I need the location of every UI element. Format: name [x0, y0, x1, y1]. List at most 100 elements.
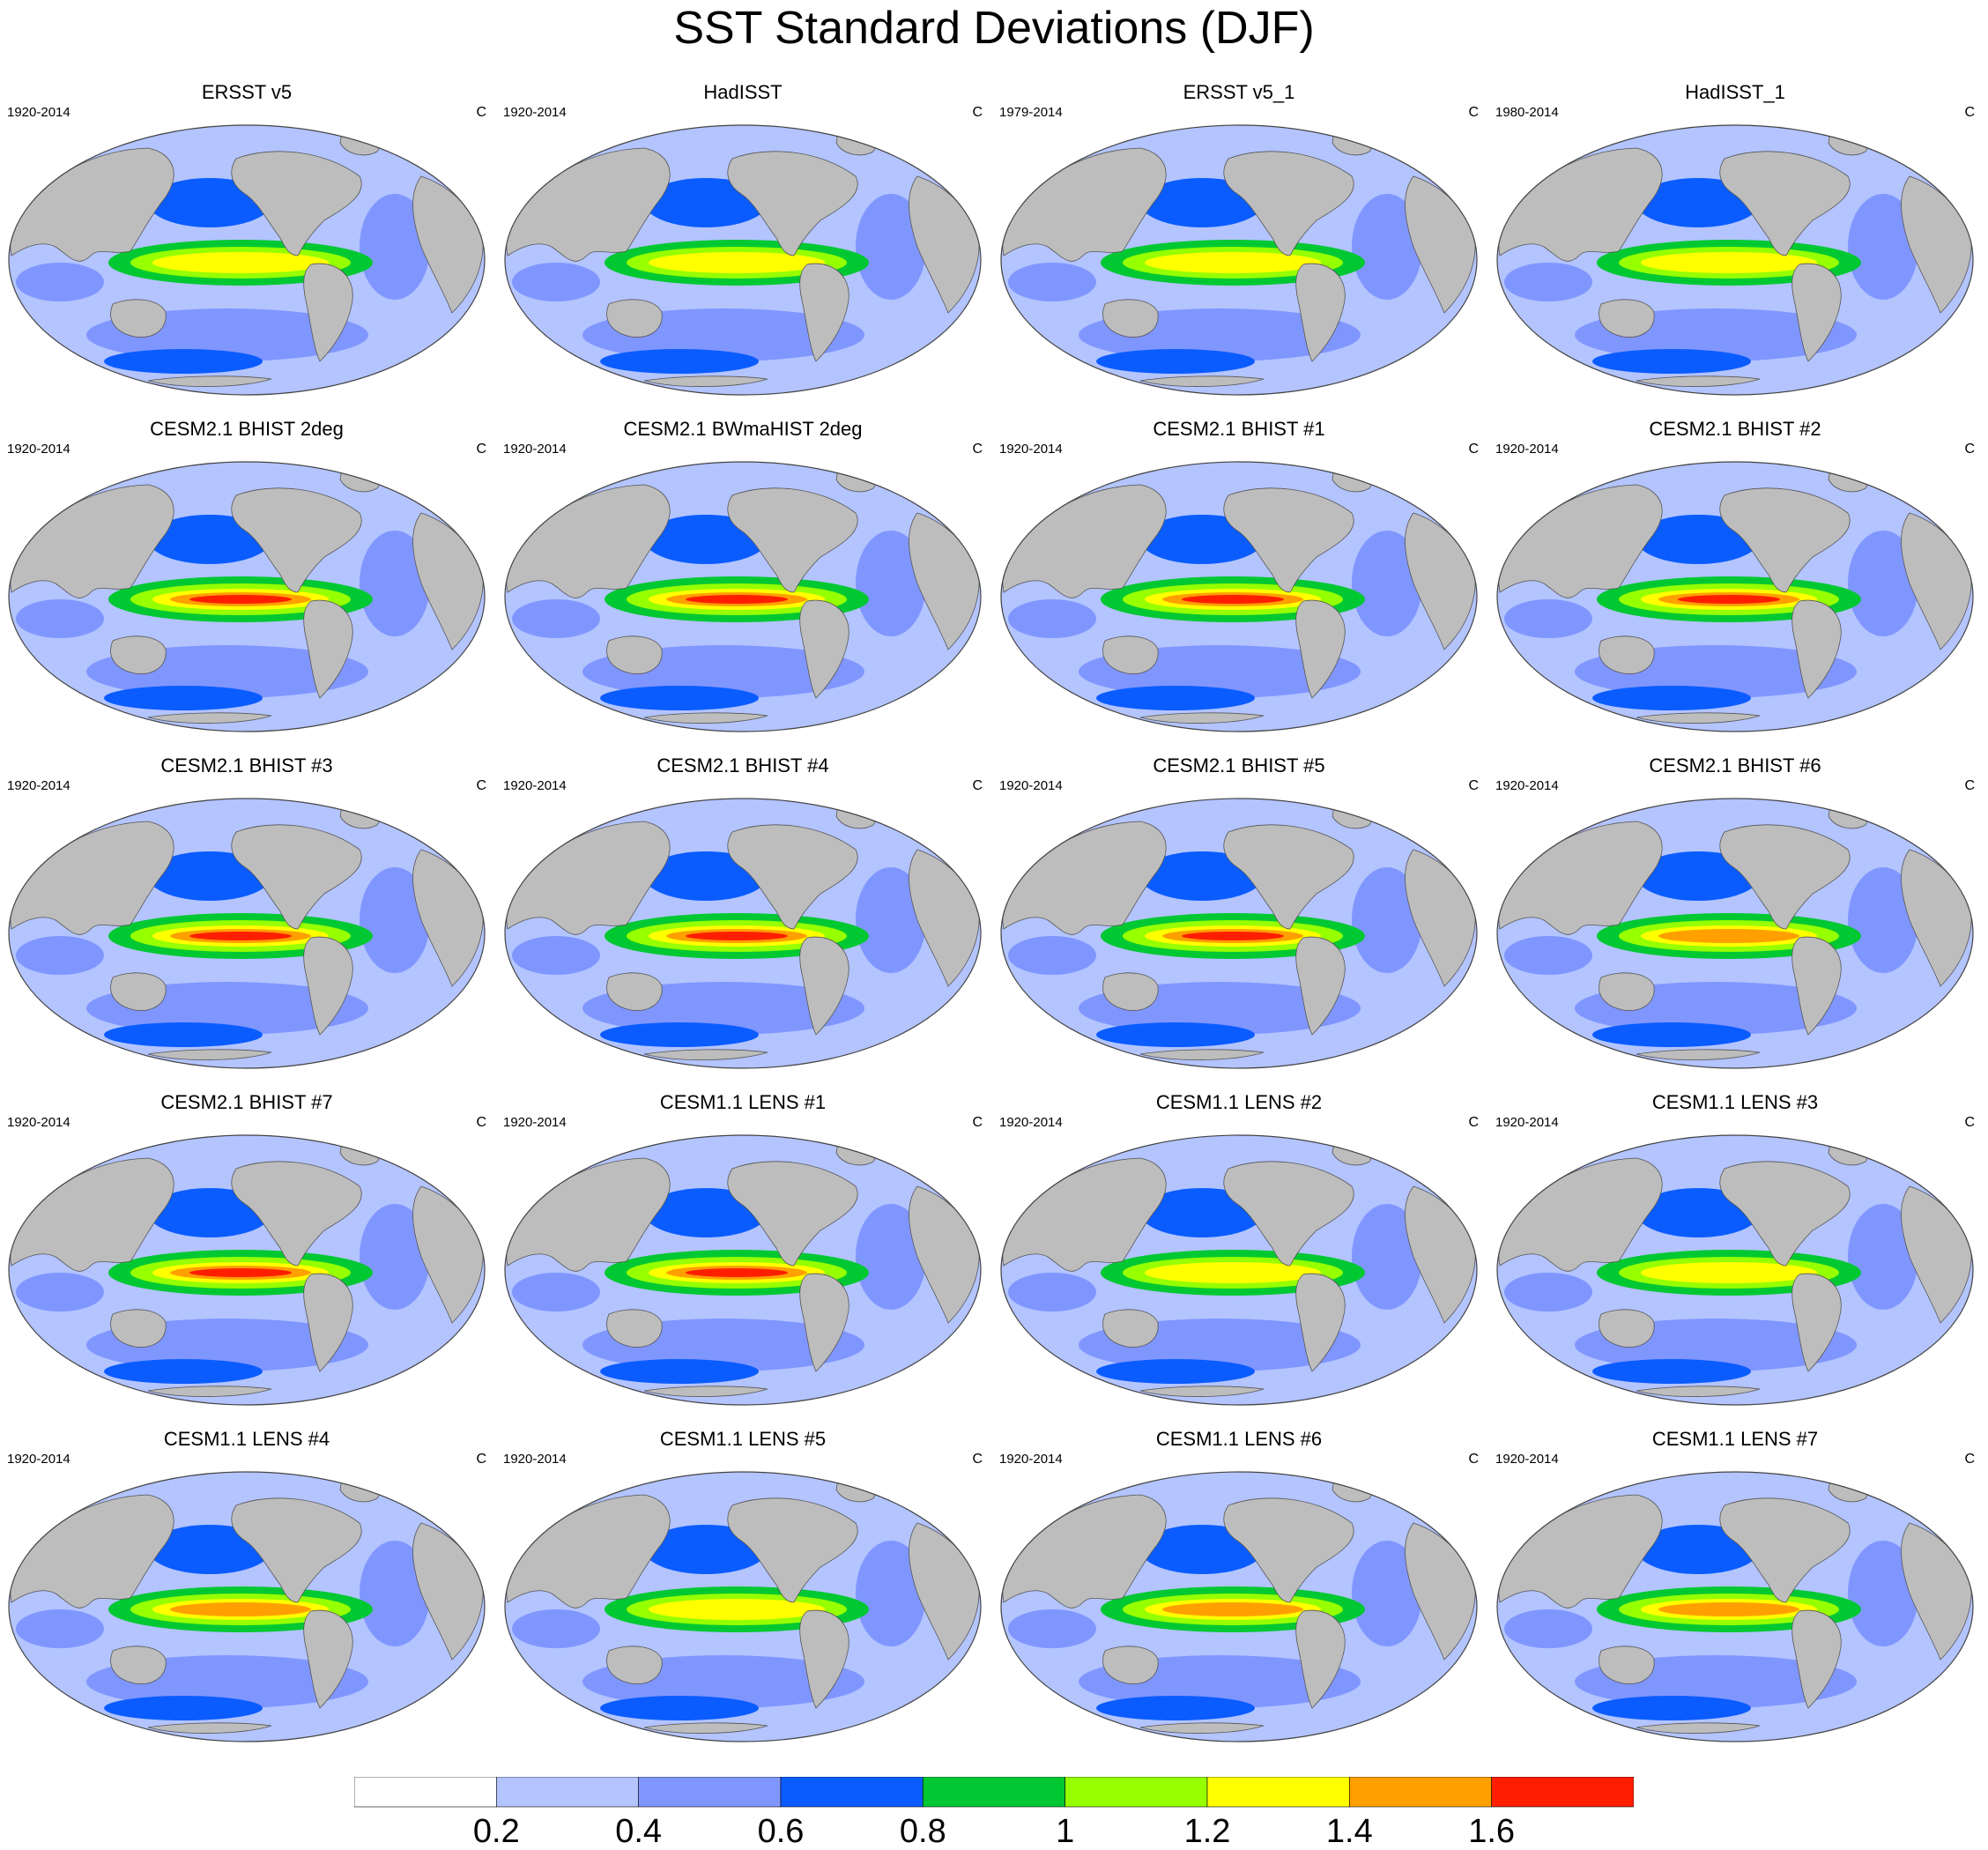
land-3 — [303, 936, 353, 1036]
land-5 — [643, 1722, 768, 1734]
southern-ocean-core — [1096, 686, 1255, 710]
world-map — [1000, 461, 1478, 732]
panel-years: 1920-2014 — [999, 778, 1063, 793]
map-panel: HadISST_1 1980-2014 C — [1488, 81, 1982, 407]
panel-units: C — [1468, 442, 1479, 457]
indian-ocean-band — [16, 263, 104, 301]
panel-title: CESM2.1 BHIST #6 — [1649, 754, 1821, 776]
land-1 — [606, 299, 663, 338]
map-outline — [8, 798, 486, 1069]
southern-ocean-core — [600, 1359, 759, 1384]
land-5 — [1139, 1722, 1265, 1734]
map-panel: CESM2.1 BHIST #2 1920-2014 C — [1488, 418, 1982, 744]
land-0 — [1002, 147, 1167, 262]
indian-ocean-band — [1504, 1609, 1592, 1648]
map-outline — [504, 124, 982, 396]
map-outline — [1000, 1134, 1478, 1406]
land-0 — [1002, 821, 1167, 935]
land-1 — [1102, 299, 1159, 338]
map-panel: CESM2.1 BWmaHIST 2deg 1920-2014 C — [496, 418, 990, 744]
land-3 — [799, 936, 849, 1036]
colorbar-tick-label: 0.6 — [757, 1813, 805, 1850]
land-3 — [1295, 263, 1346, 362]
land-0 — [10, 484, 174, 598]
world-map — [1496, 124, 1974, 396]
map-outline — [8, 1471, 486, 1742]
panel-title: CESM2.1 BHIST #3 — [160, 754, 333, 776]
world-map — [1496, 1471, 1974, 1742]
nino-contour-2 — [1641, 1262, 1817, 1283]
land-0 — [1498, 1494, 1663, 1609]
panel-years: 1920-2014 — [503, 105, 567, 120]
land-1 — [110, 972, 167, 1011]
panel-years: 1920-2014 — [999, 1115, 1063, 1130]
land-2 — [727, 1161, 858, 1267]
southern-ocean-core — [104, 1359, 263, 1384]
map-outline — [1496, 798, 1974, 1069]
panel-units: C — [972, 1115, 983, 1130]
land-2 — [231, 151, 362, 256]
land-0 — [1498, 147, 1663, 262]
land-1 — [1599, 972, 1655, 1011]
panel-years: 1980-2014 — [1495, 105, 1559, 120]
land-3 — [799, 599, 849, 699]
world-map — [1000, 1134, 1478, 1406]
atlantic-band — [1352, 531, 1422, 636]
land-3 — [303, 599, 353, 699]
land-0 — [506, 821, 671, 935]
atlantic-band — [856, 531, 926, 636]
atlantic-band — [1848, 1541, 1918, 1646]
atlantic-band — [856, 867, 926, 973]
world-map — [1000, 124, 1478, 396]
land-2 — [1719, 824, 1851, 930]
panel-units: C — [1964, 1115, 1975, 1130]
map-panel: CESM1.1 LENS #3 1920-2014 C — [1488, 1091, 1982, 1417]
land-0 — [506, 147, 671, 262]
map-panel: CESM2.1 BHIST #4 1920-2014 C — [496, 754, 990, 1081]
panel-title: CESM1.1 LENS #3 — [1651, 1091, 1819, 1113]
indian-ocean-band — [16, 1273, 104, 1311]
nino-contour-2 — [649, 1599, 825, 1620]
nino-contour-3 — [1658, 929, 1799, 943]
world-map — [8, 798, 486, 1069]
land-1 — [606, 1646, 663, 1684]
world-map — [504, 1134, 982, 1406]
panel-years: 1920-2014 — [999, 442, 1063, 457]
land-1 — [606, 1309, 663, 1348]
nino-contour-4 — [686, 932, 788, 940]
panel-units: C — [1468, 105, 1479, 120]
panel-units: C — [972, 105, 983, 120]
indian-ocean-band — [1008, 936, 1096, 975]
panel-years: 1920-2014 — [7, 1115, 70, 1130]
land-1 — [1102, 972, 1159, 1011]
panel-title: CESM2.1 BHIST #2 — [1649, 418, 1821, 440]
map-outline — [504, 461, 982, 732]
southern-ocean-core — [600, 1022, 759, 1047]
land-3 — [799, 1609, 849, 1709]
southern-ocean-core — [1096, 1359, 1255, 1384]
southern-ocean-core — [600, 349, 759, 374]
map-panel: CESM2.1 BHIST #1 1920-2014 C — [992, 418, 1486, 744]
land-2 — [727, 1497, 858, 1603]
nino-contour-4 — [189, 932, 292, 940]
indian-ocean-band — [1504, 599, 1592, 638]
panel-units: C — [476, 778, 486, 793]
panel-units: C — [972, 778, 983, 793]
land-5 — [643, 712, 768, 724]
land-2 — [231, 1497, 362, 1603]
colorbar-swatch — [1491, 1777, 1634, 1808]
land-2 — [1719, 487, 1851, 593]
land-3 — [1295, 599, 1346, 699]
panel-title: CESM1.1 LENS #5 — [659, 1428, 827, 1450]
land-1 — [110, 1309, 167, 1348]
map-panel: CESM1.1 LENS #2 1920-2014 C — [992, 1091, 1486, 1417]
indian-ocean-band — [16, 1609, 104, 1648]
land-2 — [727, 824, 858, 930]
panel-title: CESM1.1 LENS #1 — [659, 1091, 827, 1113]
nino-contour-4 — [1678, 595, 1780, 604]
panel-units: C — [1964, 442, 1975, 457]
land-2 — [231, 824, 362, 930]
land-5 — [147, 375, 272, 387]
panel-units: C — [1964, 1452, 1975, 1467]
land-3 — [1791, 936, 1842, 1036]
